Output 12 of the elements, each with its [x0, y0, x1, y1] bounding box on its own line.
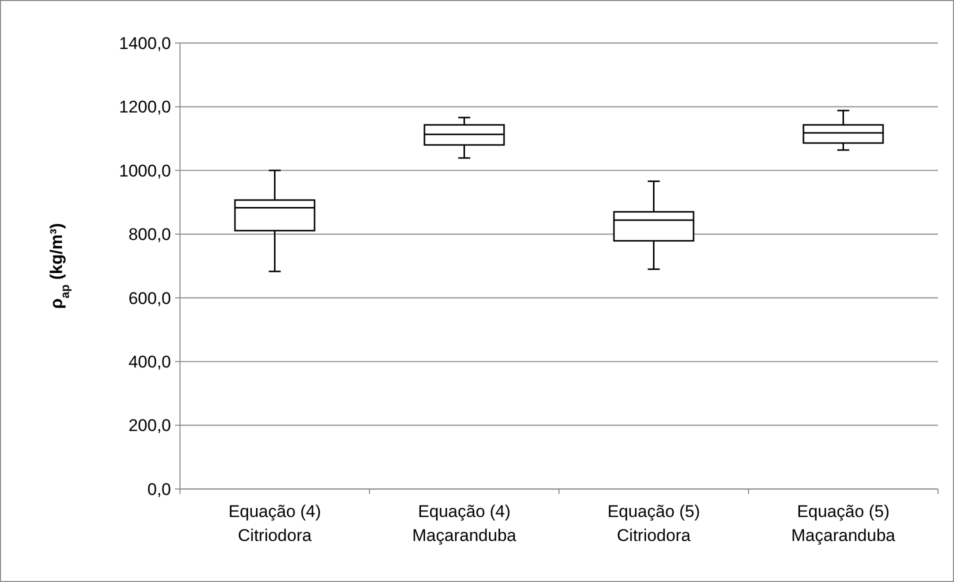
x-tick-label: Equação (5) Maçaranduba — [791, 502, 896, 545]
y-tick-label: 1200,0 — [119, 98, 171, 117]
x-tick-label: Equação (5) Citriodora — [607, 502, 700, 545]
y-tick-label: 200,0 — [128, 416, 171, 436]
y-tick-label: 400,0 — [128, 352, 171, 372]
y-tick-label: 800,0 — [128, 225, 171, 244]
y-tick-label: 600,0 — [128, 288, 171, 308]
y-tick-label: 1400,0 — [119, 34, 171, 53]
x-tick-label: Equação (4) Maçaranduba — [412, 502, 517, 545]
x-tick-label: Equação (4) Citriodora — [228, 502, 322, 545]
y-tick-label: 0,0 — [147, 480, 171, 499]
y-tick-label: 1000,0 — [119, 161, 171, 180]
